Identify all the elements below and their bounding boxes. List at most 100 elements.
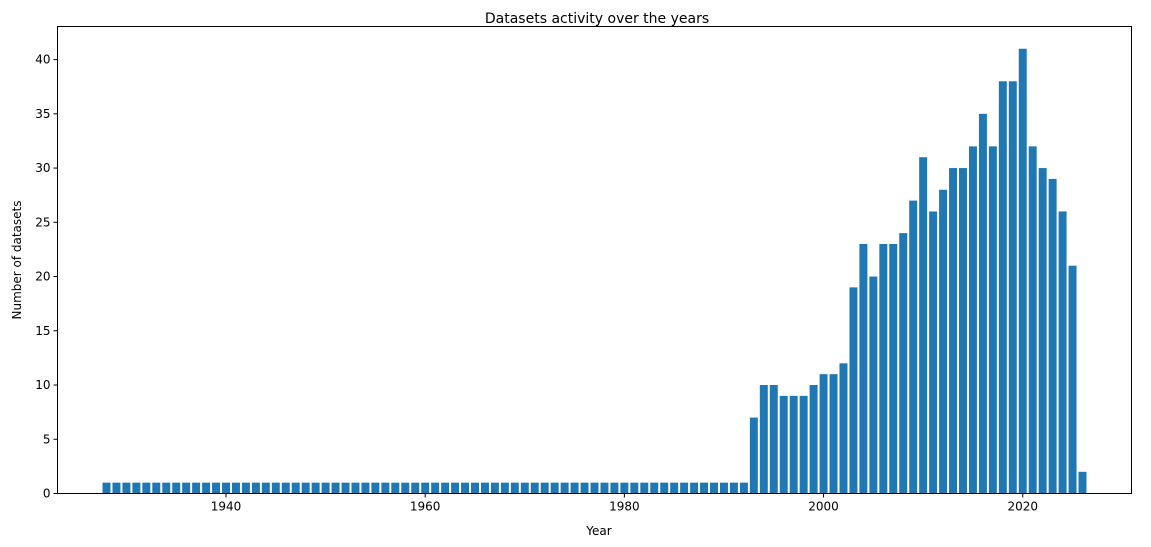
y-tick-label: 25: [35, 215, 50, 229]
x-axis-label: Year: [585, 524, 611, 538]
bar-1967: [490, 482, 499, 494]
bar-1956: [381, 482, 390, 494]
bar-2002: [839, 363, 848, 494]
bar-1983: [650, 482, 659, 494]
bar-2005: [869, 276, 878, 494]
bar-1960: [421, 482, 430, 494]
y-tick-label: 30: [35, 161, 50, 175]
bar-1941: [231, 482, 240, 494]
bar-1931: [132, 482, 141, 494]
bar-2021: [1028, 146, 1037, 494]
bar-1998: [799, 395, 808, 494]
bar-1950: [321, 482, 330, 494]
bar-1985: [670, 482, 679, 494]
bar-1943: [251, 482, 260, 494]
bar-1928: [102, 482, 111, 494]
bar-2022: [1038, 168, 1047, 494]
bar-1971: [530, 482, 539, 494]
y-tick-label: 0: [43, 487, 51, 501]
bar-2010: [919, 157, 928, 494]
x-tick-label: 2000: [808, 500, 839, 514]
bar-1981: [630, 482, 639, 494]
y-tick-label: 5: [43, 432, 51, 446]
bar-1976: [580, 482, 589, 494]
bar-1934: [162, 482, 171, 494]
bar-2012: [939, 189, 948, 494]
plot-frame: [57, 26, 1132, 494]
bar-1961: [431, 482, 440, 494]
bar-1973: [550, 482, 559, 494]
x-tick-label: 1960: [410, 500, 441, 514]
bar-2003: [849, 287, 858, 494]
bar-2018: [998, 81, 1007, 494]
bar-1991: [729, 482, 738, 494]
bar-1949: [311, 482, 320, 494]
bar-1969: [510, 482, 519, 494]
bar-1937: [192, 482, 201, 494]
bar-2016: [978, 113, 987, 494]
bar-1963: [451, 482, 460, 494]
bar-1945: [271, 482, 280, 494]
bar-2006: [879, 244, 888, 494]
bar-1954: [361, 482, 370, 494]
bar-2004: [859, 244, 868, 494]
bar-1933: [152, 482, 161, 494]
bar-2014: [959, 168, 967, 494]
bar-1948: [301, 482, 310, 494]
bar-2020: [1018, 48, 1027, 494]
bar-1977: [590, 482, 599, 494]
bar-1947: [291, 482, 300, 494]
bar-1987: [690, 482, 699, 494]
y-axis-ticks: 0 5 10 15 20 25 30 35 40: [35, 53, 58, 501]
bar-1997: [789, 395, 798, 494]
bar-1995: [769, 385, 778, 494]
bar-1988: [700, 482, 709, 494]
bar-1958: [401, 482, 410, 494]
chart-title: Datasets activity over the years: [485, 11, 709, 27]
x-tick-label: 1940: [211, 500, 242, 514]
bar-1999: [809, 385, 818, 494]
bar-1965: [471, 482, 479, 494]
y-tick-label: 15: [35, 324, 50, 338]
bar-1990: [719, 482, 728, 494]
bar-1935: [172, 482, 181, 494]
bar-1951: [331, 482, 340, 494]
bar-1942: [241, 482, 250, 494]
bar-1966: [480, 482, 489, 494]
bar-2000: [819, 374, 828, 494]
bar-1968: [500, 482, 509, 494]
bar-1952: [341, 482, 350, 494]
bar-1932: [142, 482, 151, 494]
bar-1972: [540, 482, 549, 494]
bar-1938: [202, 482, 211, 494]
bar-1986: [680, 482, 689, 494]
bar-2026: [1078, 471, 1087, 494]
y-tick-label: 40: [35, 53, 50, 67]
bar-1953: [351, 482, 360, 494]
bar-1989: [710, 482, 718, 494]
bar-2025: [1068, 265, 1077, 494]
bar-2024: [1058, 211, 1067, 494]
y-tick-label: 20: [35, 270, 50, 284]
y-tick-label: 35: [35, 107, 50, 121]
bar-1974: [560, 482, 569, 494]
bar-1957: [391, 482, 400, 494]
bar-2017: [988, 146, 997, 494]
bar-1984: [660, 482, 669, 494]
x-tick-label: 1980: [609, 500, 640, 514]
bar-1959: [411, 482, 420, 494]
bar-1979: [610, 482, 619, 494]
bar-1955: [371, 482, 380, 494]
x-axis-ticks: 1940 1960 1980 2000 2020: [211, 493, 1038, 514]
bars-group: [102, 48, 1087, 494]
bar-2011: [929, 211, 938, 494]
y-tick-label: 10: [35, 378, 50, 392]
bar-1996: [779, 395, 788, 494]
bar-1962: [441, 482, 450, 494]
bar-1975: [570, 482, 579, 494]
bar-1929: [112, 482, 121, 494]
bar-1982: [640, 482, 649, 494]
bar-1978: [600, 482, 609, 494]
bar-1993: [749, 417, 758, 494]
bar-2019: [1008, 81, 1017, 494]
